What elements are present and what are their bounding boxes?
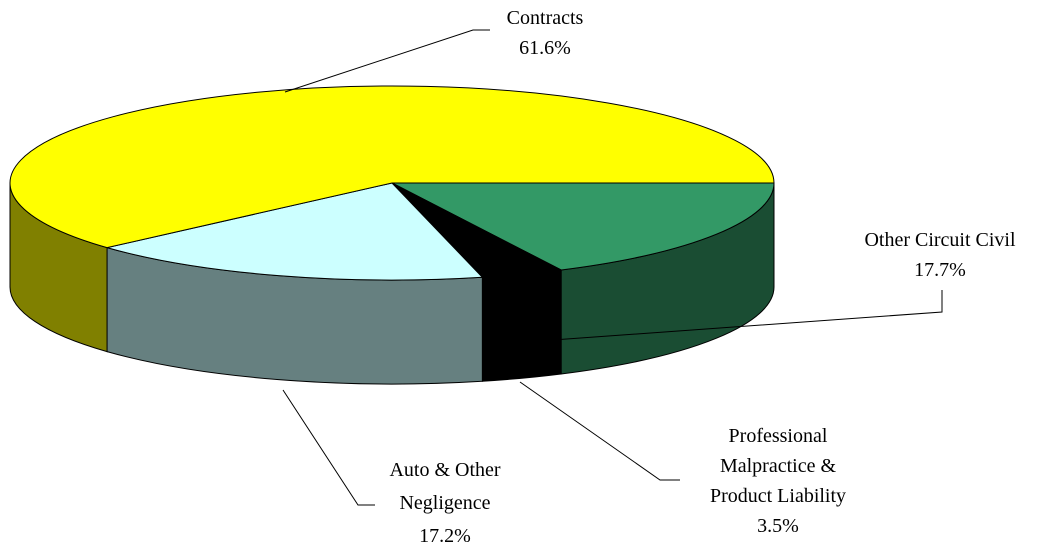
pie-slice	[106, 182, 484, 281]
slice-label: Other Circuit Civil 17.7%	[810, 225, 1041, 285]
slice-label: Auto & Other Negligence 17.2%	[370, 454, 520, 553]
value-label: 3.5%	[757, 515, 799, 537]
leader-line	[519, 381, 680, 481]
category-label: Other Circuit Civil	[864, 229, 1016, 251]
slice-label: Contracts 61.6%	[445, 3, 645, 63]
value-label: 17.2%	[419, 525, 471, 547]
category-label: Professional Malpractice & Product Liabi…	[709, 425, 847, 507]
value-label: 61.6%	[519, 37, 571, 59]
leader-line	[524, 290, 943, 343]
category-label: Contracts	[506, 7, 584, 29]
value-label: 17.7%	[914, 259, 966, 281]
leader-line	[284, 29, 490, 93]
pie-slice	[391, 182, 775, 271]
slice-label: Professional Malpractice & Product Liabi…	[693, 421, 863, 541]
category-label: Auto & Other Negligence	[389, 459, 501, 514]
leader-line	[282, 389, 375, 506]
pie-side	[481, 269, 562, 382]
pie-slice	[9, 85, 775, 249]
